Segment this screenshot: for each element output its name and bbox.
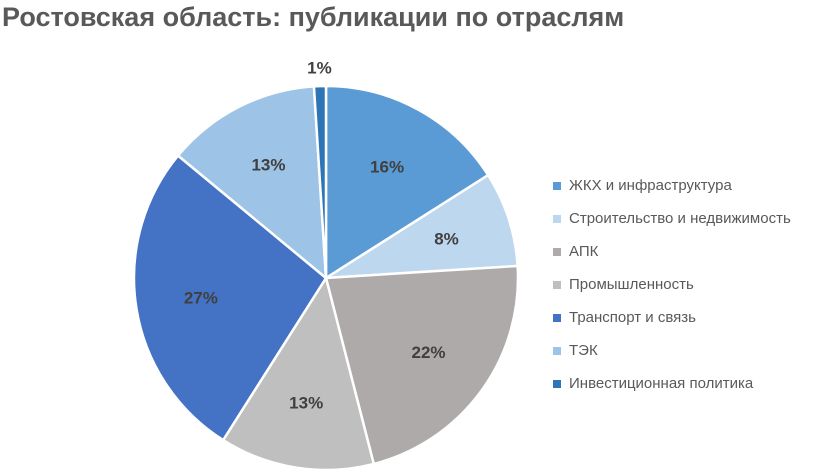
pie-slice: [324, 264, 520, 466]
legend-item: Строительство и недвижимость: [553, 202, 791, 235]
legend-item: Промышленность: [553, 268, 791, 301]
data-label: 8%: [434, 229, 459, 248]
legend-item: ТЭК: [553, 334, 791, 367]
legend-swatch: [553, 181, 561, 190]
legend-item: ЖКХ и инфраструктура: [553, 169, 791, 202]
legend-item: АПК: [553, 235, 791, 268]
legend-label: ТЭК: [569, 342, 598, 359]
chart-legend: ЖКХ и инфраструктура Строительство и недв…: [553, 169, 791, 400]
data-label: 22%: [412, 343, 446, 362]
legend-item: Транспорт и связь: [553, 301, 791, 334]
pie-slice: [132, 154, 328, 442]
legend-item: Инвестиционная политика: [553, 367, 791, 400]
pie-slice: [324, 84, 490, 280]
data-label: 1%: [307, 59, 332, 78]
legend-label: Инвестиционная политика: [569, 375, 754, 392]
legend-label: Транспорт и связь: [569, 309, 696, 326]
data-label: 27%: [184, 288, 218, 307]
pie-slice: [324, 173, 519, 280]
legend-swatch: [553, 313, 561, 322]
legend-swatch: [553, 280, 561, 289]
data-label: 13%: [251, 156, 285, 175]
legend-swatch: [553, 346, 561, 355]
chart-title: Ростовская область: публикации по отрасл…: [2, 2, 625, 32]
pie-slice: [312, 84, 328, 280]
data-label: 16%: [370, 157, 404, 176]
legend-swatch: [553, 214, 561, 223]
data-label: 13%: [289, 394, 323, 413]
legend-label: АПК: [569, 243, 599, 260]
pie-slice: [221, 276, 375, 472]
legend-label: Строительство и недвижимость: [569, 210, 791, 227]
legend-label: ЖКХ и инфраструктура: [569, 177, 732, 194]
pie-slice: [176, 85, 328, 280]
legend-label: Промышленность: [569, 276, 694, 293]
legend-swatch: [553, 379, 561, 388]
legend-swatch: [553, 247, 561, 256]
